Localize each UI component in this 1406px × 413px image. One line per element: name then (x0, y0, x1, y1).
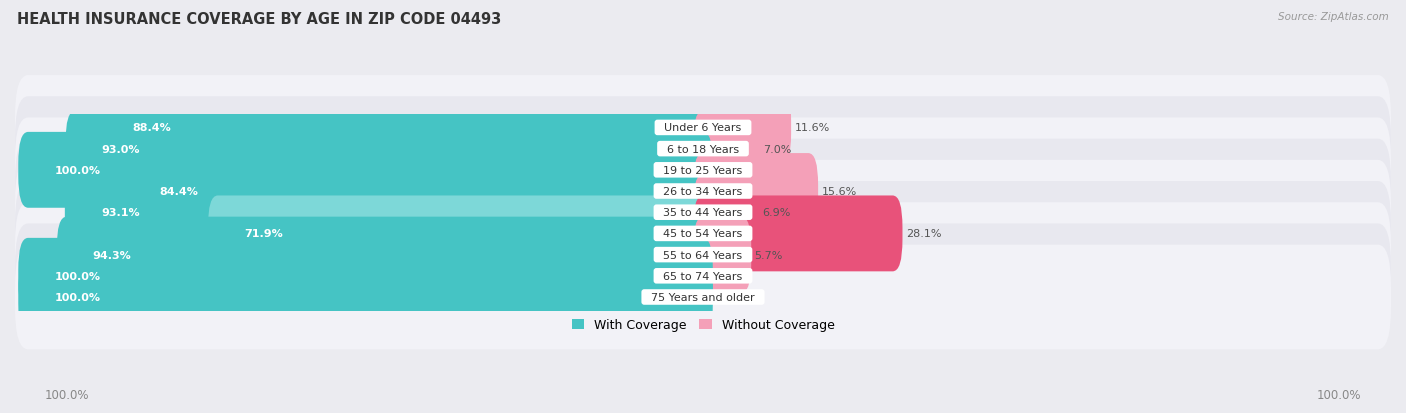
FancyBboxPatch shape (15, 203, 1391, 307)
Text: 84.4%: 84.4% (160, 187, 198, 197)
Text: 100.0%: 100.0% (55, 292, 100, 302)
Text: Under 6 Years: Under 6 Years (658, 123, 748, 133)
Text: 93.1%: 93.1% (101, 208, 139, 218)
Text: 19 to 25 Years: 19 to 25 Years (657, 166, 749, 176)
FancyBboxPatch shape (693, 175, 759, 251)
FancyBboxPatch shape (15, 139, 1391, 244)
Text: 55 to 64 Years: 55 to 64 Years (657, 250, 749, 260)
FancyBboxPatch shape (97, 90, 713, 166)
Text: 100.0%: 100.0% (55, 166, 100, 176)
FancyBboxPatch shape (15, 245, 1391, 349)
FancyBboxPatch shape (208, 196, 713, 272)
FancyBboxPatch shape (15, 182, 1391, 286)
Text: 0.0%: 0.0% (716, 292, 744, 302)
Text: 5.7%: 5.7% (755, 250, 783, 260)
FancyBboxPatch shape (124, 154, 713, 229)
Text: 65 to 74 Years: 65 to 74 Years (657, 271, 749, 281)
Text: 35 to 44 Years: 35 to 44 Years (657, 208, 749, 218)
Text: HEALTH INSURANCE COVERAGE BY AGE IN ZIP CODE 04493: HEALTH INSURANCE COVERAGE BY AGE IN ZIP … (17, 12, 501, 27)
Text: Source: ZipAtlas.com: Source: ZipAtlas.com (1278, 12, 1389, 22)
FancyBboxPatch shape (15, 97, 1391, 202)
Text: 11.6%: 11.6% (794, 123, 830, 133)
FancyBboxPatch shape (693, 112, 761, 187)
FancyBboxPatch shape (56, 217, 713, 293)
FancyBboxPatch shape (18, 133, 713, 208)
Text: 7.0%: 7.0% (763, 144, 792, 154)
FancyBboxPatch shape (693, 217, 751, 293)
Text: 0.0%: 0.0% (716, 166, 744, 176)
Text: 6.9%: 6.9% (762, 208, 792, 218)
FancyBboxPatch shape (693, 196, 903, 272)
Text: 75 Years and older: 75 Years and older (644, 292, 762, 302)
Text: 0.0%: 0.0% (716, 271, 744, 281)
Text: 100.0%: 100.0% (45, 388, 90, 401)
Text: 28.1%: 28.1% (905, 229, 941, 239)
FancyBboxPatch shape (66, 112, 713, 187)
Text: 45 to 54 Years: 45 to 54 Years (657, 229, 749, 239)
Text: 71.9%: 71.9% (245, 229, 283, 239)
Text: 93.0%: 93.0% (101, 144, 141, 154)
FancyBboxPatch shape (693, 154, 818, 229)
Text: 15.6%: 15.6% (821, 187, 856, 197)
Text: 100.0%: 100.0% (1316, 388, 1361, 401)
Text: 88.4%: 88.4% (132, 123, 172, 133)
FancyBboxPatch shape (15, 161, 1391, 265)
FancyBboxPatch shape (15, 224, 1391, 328)
FancyBboxPatch shape (65, 175, 713, 251)
FancyBboxPatch shape (15, 76, 1391, 180)
FancyBboxPatch shape (18, 259, 713, 335)
Text: 26 to 34 Years: 26 to 34 Years (657, 187, 749, 197)
Legend: With Coverage, Without Coverage: With Coverage, Without Coverage (567, 313, 839, 336)
Text: 100.0%: 100.0% (55, 271, 100, 281)
Text: 6 to 18 Years: 6 to 18 Years (659, 144, 747, 154)
FancyBboxPatch shape (693, 90, 792, 166)
Text: 94.3%: 94.3% (93, 250, 132, 260)
FancyBboxPatch shape (15, 118, 1391, 223)
FancyBboxPatch shape (18, 238, 713, 314)
